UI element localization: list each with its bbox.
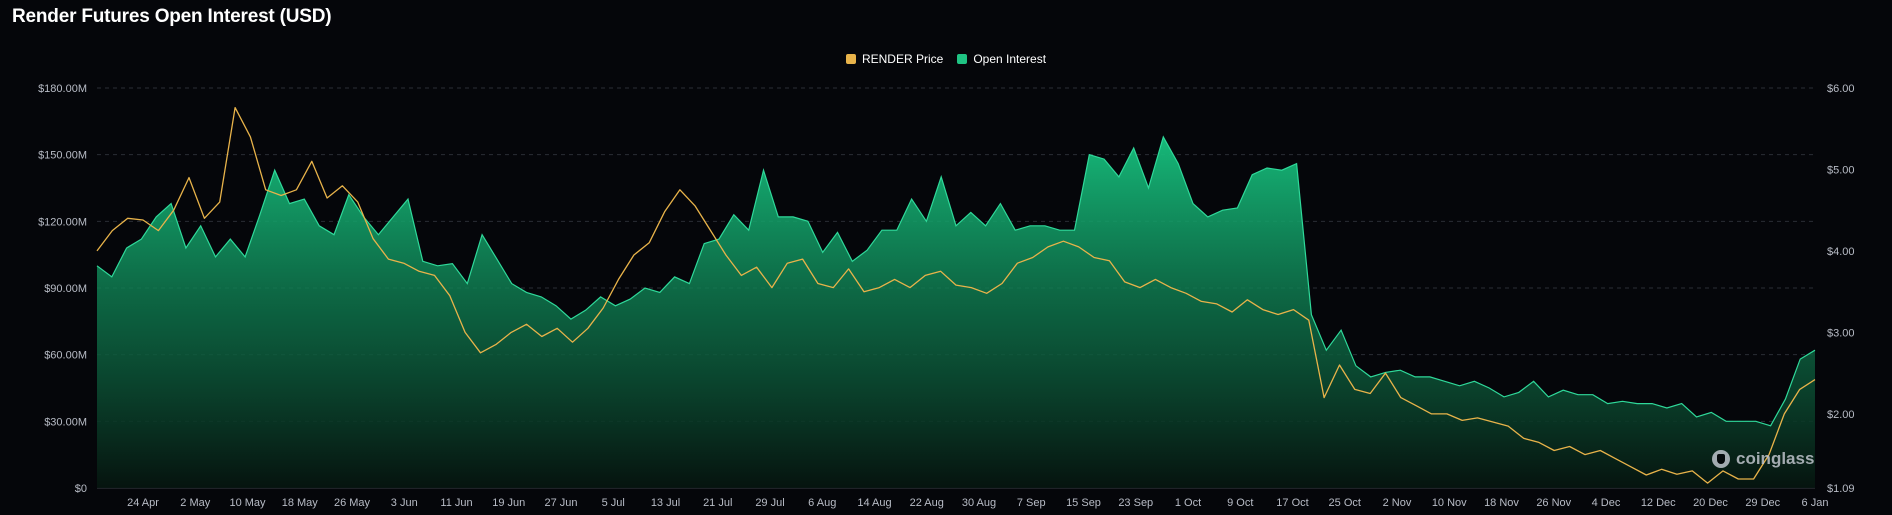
y-left-tick-label: $90.00M	[44, 283, 87, 295]
x-tick-label: 19 Jun	[492, 497, 525, 509]
y-left-tick-label: $120.00M	[38, 216, 87, 228]
y-left-tick-label: $180.00M	[38, 83, 87, 95]
legend-label-render-price: RENDER Price	[861, 52, 944, 66]
y-left-tick-label: $150.00M	[38, 150, 87, 162]
x-tick-label: 27 Jun	[544, 497, 577, 509]
x-tick-label: 4 Dec	[1592, 497, 1621, 509]
x-tick-label: 2 May	[180, 497, 210, 509]
x-tick-label: 26 Nov	[1536, 497, 1571, 509]
x-tick-label: 21 Jul	[703, 497, 732, 509]
x-tick-label: 17 Oct	[1276, 497, 1308, 509]
x-tick-label: 3 Jun	[391, 497, 418, 509]
open-interest-line	[96, 135, 1816, 427]
y-left-tick-label: $60.00M	[44, 350, 87, 362]
legend-item-open-interest[interactable]: Open Interest	[957, 52, 1046, 66]
legend-swatch-open-interest	[957, 54, 968, 64]
x-tick-label: 15 Sep	[1066, 497, 1101, 509]
x-tick-label: 11 Jun	[440, 497, 472, 509]
x-tick-label: 29 Jul	[755, 497, 784, 509]
render-price-line	[96, 106, 1816, 484]
legend-label-open-interest: Open Interest	[973, 52, 1047, 66]
coinglass-logo-icon	[1712, 450, 1730, 468]
y-right-tick-label: $1.09	[1827, 483, 1855, 495]
legend: RENDER Price Open Interest	[0, 52, 1892, 66]
x-tick-label: 2 Nov	[1383, 497, 1412, 509]
x-tick-label: 6 Aug	[808, 497, 836, 509]
y-right-tick-label: $5.00	[1827, 164, 1855, 176]
y-left-tick-label: $0	[75, 483, 87, 495]
x-tick-label: 1 Oct	[1175, 497, 1201, 509]
x-tick-label: 5 Jul	[602, 497, 625, 509]
x-tick-label: 6 Jan	[1802, 497, 1829, 509]
x-tick-label: 10 May	[229, 497, 266, 509]
x-tick-label: 30 Aug	[962, 497, 996, 509]
watermark: coinglass	[1712, 449, 1814, 469]
x-tick-label: 18 Nov	[1484, 497, 1519, 509]
x-tick-label: 22 Aug	[910, 497, 944, 509]
x-tick-label: 20 Dec	[1693, 497, 1728, 509]
x-tick-label: 18 May	[282, 497, 319, 509]
watermark-text: coinglass	[1736, 449, 1815, 468]
y-left-tick-label: $30.00M	[44, 416, 87, 428]
x-tick-label: 9 Oct	[1227, 497, 1253, 509]
chart-title: Render Futures Open Interest (USD)	[12, 6, 332, 27]
x-tick-label: 7 Sep	[1017, 497, 1046, 509]
y-right-tick-label: $6.00	[1827, 83, 1855, 95]
x-tick-label: 25 Oct	[1329, 497, 1361, 509]
x-tick-label: 13 Jul	[651, 497, 680, 509]
y-right-tick-label: $2.00	[1827, 409, 1855, 421]
legend-item-render-price[interactable]: RENDER Price	[845, 52, 944, 66]
y-right-tick-label: $4.00	[1827, 246, 1855, 258]
x-tick-label: 26 May	[334, 497, 371, 509]
x-tick-label: 10 Nov	[1432, 497, 1467, 509]
x-tick-label: 12 Dec	[1641, 497, 1676, 509]
legend-swatch-render-price	[845, 54, 856, 64]
x-tick-label: 29 Dec	[1745, 497, 1780, 509]
x-tick-label: 24 Apr	[127, 497, 159, 509]
x-tick-label: 23 Sep	[1118, 497, 1153, 509]
y-right-tick-label: $3.00	[1827, 327, 1855, 339]
x-tick-label: 14 Aug	[857, 497, 891, 509]
open-interest-area	[97, 136, 1815, 488]
